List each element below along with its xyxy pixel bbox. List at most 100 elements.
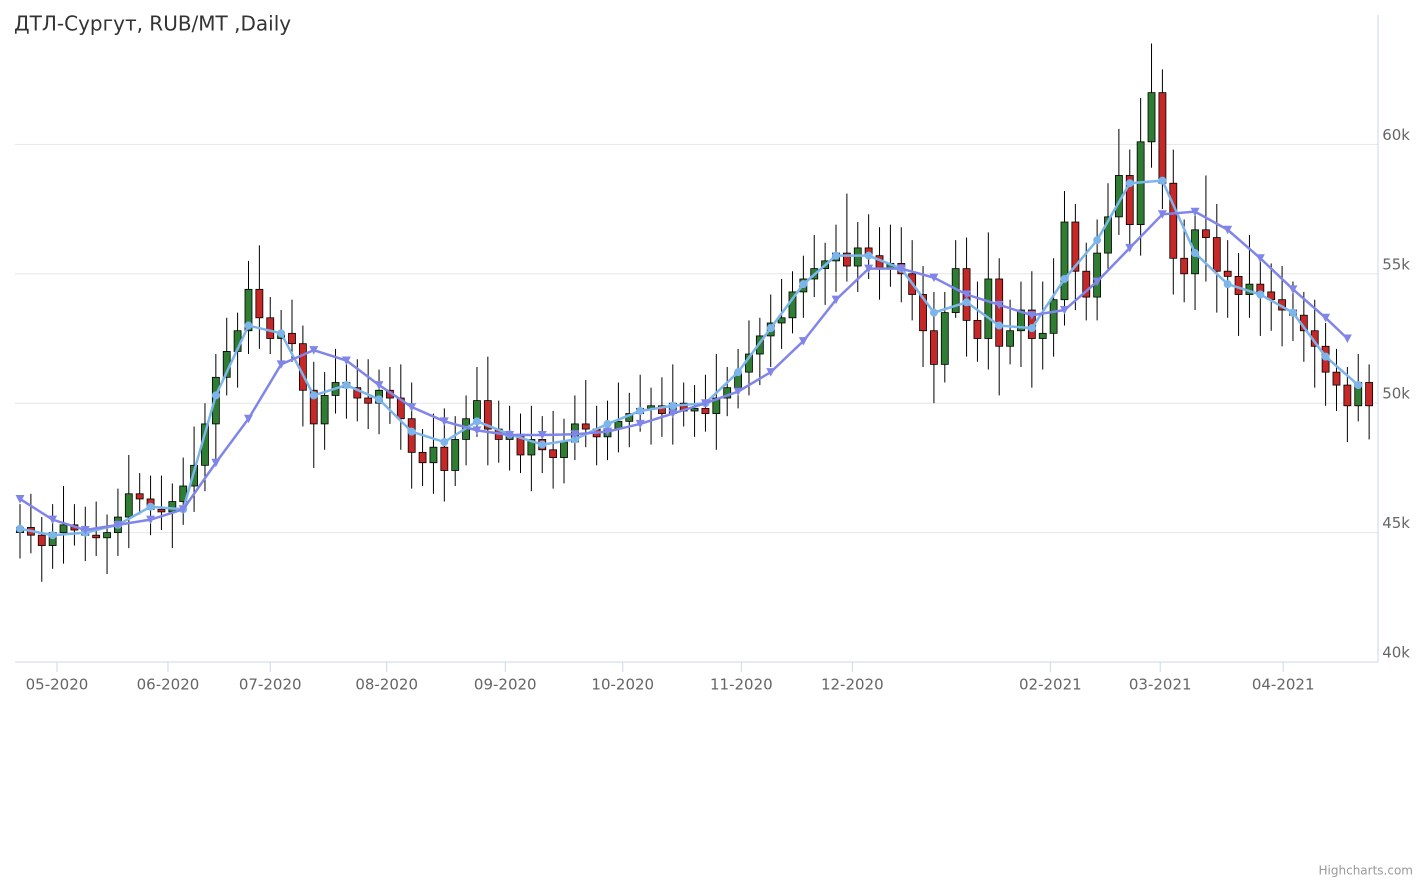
line-marker [766,324,775,333]
candle-body [255,288,264,319]
line-marker [1321,313,1331,323]
candle-body [1212,237,1221,272]
line-marker [864,264,874,274]
candle-body [135,493,144,500]
y-tick-label: 45k [1382,514,1410,532]
line-marker [472,426,482,435]
candle-body [1169,182,1178,259]
line-marker [277,329,286,338]
y-tick-label: 50k [1382,385,1410,403]
line-marker [668,409,678,419]
candle-body [919,294,927,332]
candle-body [1006,330,1014,347]
candle-body [1104,216,1112,254]
line-marker [505,431,515,440]
line-marker [178,505,188,514]
line-marker [798,337,808,346]
x-tick-label: 03-2021 [1129,676,1192,694]
candle-body [1017,309,1025,332]
line-marker [146,515,156,525]
line-marker [1092,277,1102,287]
line-marker [1256,290,1265,299]
line-marker [733,387,743,397]
y-tick-label: 55k [1382,255,1410,273]
line-marker [1354,381,1363,390]
line-marker [1223,280,1232,289]
credits[interactable]: Highcharts.com [1319,864,1413,878]
line-marker [341,356,351,365]
candle-body [211,376,220,425]
line-marker [896,264,906,274]
line-marker [1059,306,1069,315]
line-marker [799,280,808,289]
candle-body [473,400,481,420]
line-marker [1158,176,1167,185]
line-marker [570,430,580,439]
candle-body [396,397,405,420]
x-tick-label: 05-2020 [26,676,89,694]
candle-body [549,449,558,458]
line-marker [1255,254,1265,263]
line-marker [1125,179,1134,188]
line-marker [243,414,253,424]
moving-average-line [19,210,1349,532]
line-marker [668,401,677,410]
candle-body [1082,270,1091,298]
candle-body [560,441,568,458]
line-marker [15,494,25,504]
line-marker [1027,311,1037,320]
line-marker [48,515,58,525]
candle-body [309,389,318,425]
candle-body [853,247,862,267]
candle-body [92,534,101,539]
candle-body [930,330,938,365]
line-marker [1027,324,1036,333]
candle-body [168,501,177,513]
line-marker [48,531,57,540]
candle-body [842,252,851,267]
candle-body [266,317,275,339]
candle-body [1147,92,1156,143]
candle-body [1180,257,1189,275]
candle-body [690,407,699,412]
candle-body [1234,275,1243,295]
candle-body [451,439,460,471]
line-marker [734,368,743,377]
candle-body [1365,382,1374,407]
x-tick-label: 06-2020 [137,676,200,694]
line-marker [766,368,776,377]
line-marker [995,321,1004,330]
line-marker [832,251,841,260]
candle-body [1223,270,1232,277]
line-marker [407,427,416,436]
candle-body [418,451,427,464]
line-marker [113,520,123,530]
line-marker [538,440,547,449]
line-marker [700,399,710,408]
line-marker [603,419,612,428]
candle-body [440,446,449,471]
x-tick-label: 02-2021 [1019,676,1082,694]
candle-body [995,278,1004,347]
candle-body [483,400,492,430]
x-tick-label: 08-2020 [355,676,418,694]
line-marker [1060,274,1069,283]
line-marker [440,438,449,447]
y-tick-label: 40k [1382,644,1410,662]
line-marker [16,524,25,533]
candle-body [723,387,732,399]
candle-body [157,508,166,513]
candle-body [1049,299,1058,334]
candle-body [103,532,111,539]
line-marker [636,406,645,415]
candle-body [984,278,993,339]
line-marker [603,427,613,437]
candle-body [581,423,590,430]
candle-body [124,493,133,518]
candle-body [973,319,982,339]
line-marker [831,295,841,305]
candle-body [1343,384,1352,407]
line-marker [537,431,547,440]
line-marker [1223,225,1233,235]
line-marker [1288,308,1297,317]
